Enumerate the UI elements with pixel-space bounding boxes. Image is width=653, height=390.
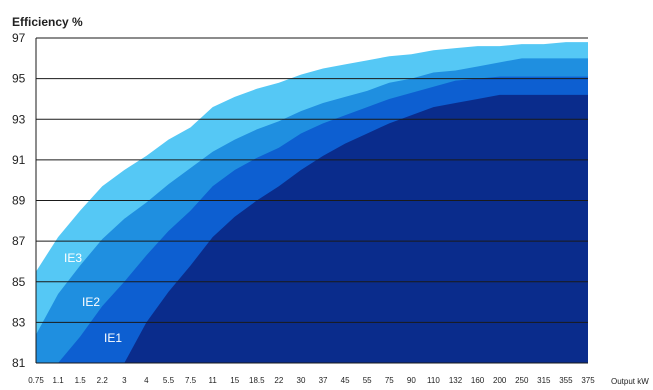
x-tick-label: 37 xyxy=(319,376,328,385)
y-tick-label: 83 xyxy=(12,315,26,329)
x-tick-label: 200 xyxy=(493,376,507,385)
y-tick-label: 81 xyxy=(12,356,26,370)
x-tick-label: 18.5 xyxy=(249,376,265,385)
x-tick-label: 110 xyxy=(427,376,440,385)
x-tick-label: 45 xyxy=(341,376,350,385)
y-tick-label: 95 xyxy=(12,72,26,86)
x-tick-label: 315 xyxy=(537,376,551,385)
x-tick-label: 132 xyxy=(449,376,463,385)
gridlines xyxy=(35,37,588,364)
y-axis-ticks: 81 83 85 87 89 91 93 95 97 xyxy=(12,31,26,370)
band-label-ie3: IE3 xyxy=(64,251,82,265)
x-tick-label: 30 xyxy=(297,376,306,385)
band-label-ie1: IE1 xyxy=(104,331,122,345)
x-tick-label: 0.75 xyxy=(28,376,44,385)
y-tick-label: 93 xyxy=(12,112,26,126)
x-tick-label: 1.1 xyxy=(53,376,65,385)
y-tick-label: 89 xyxy=(12,194,26,208)
x-tick-label: 250 xyxy=(515,376,529,385)
band-label-ie4: IE4 xyxy=(44,207,62,221)
band-ie1 xyxy=(36,94,588,363)
x-tick-label: 2.2 xyxy=(97,376,109,385)
x-tick-label: 1.5 xyxy=(75,376,87,385)
x-axis-ticks: 0.75 1.1 1.5 2.2 3 4 5.5 7.5 11 15 18.5 22 30 37 45 55 7… xyxy=(28,376,595,385)
area-above-ie4 xyxy=(36,38,588,272)
x-tick-label: 375 xyxy=(581,376,595,385)
chart-title: Efficiency % xyxy=(12,15,83,29)
x-tick-label: 11 xyxy=(208,376,217,385)
y-tick-label: 87 xyxy=(12,234,26,248)
x-tick-label: 3 xyxy=(122,376,127,385)
efficiency-bands xyxy=(36,38,588,363)
x-tick-label: 90 xyxy=(407,376,416,385)
x-tick-label: 75 xyxy=(385,376,394,385)
x-tick-label: 7.5 xyxy=(185,376,197,385)
y-tick-label: 91 xyxy=(12,153,26,167)
x-tick-label: 15 xyxy=(230,376,239,385)
x-tick-label: 22 xyxy=(274,376,283,385)
band-labels: IE4 IE3 IE2 IE1 xyxy=(44,207,122,345)
y-tick-label: 97 xyxy=(12,31,26,45)
x-tick-label: 355 xyxy=(559,376,573,385)
band-label-ie2: IE2 xyxy=(82,295,100,309)
x-tick-label: 5.5 xyxy=(163,376,175,385)
y-tick-label: 85 xyxy=(12,275,26,289)
x-tick-label: 160 xyxy=(471,376,485,385)
x-axis-label: Output kW xyxy=(611,377,649,386)
x-tick-label: 4 xyxy=(144,376,149,385)
x-tick-label: 55 xyxy=(363,376,372,385)
